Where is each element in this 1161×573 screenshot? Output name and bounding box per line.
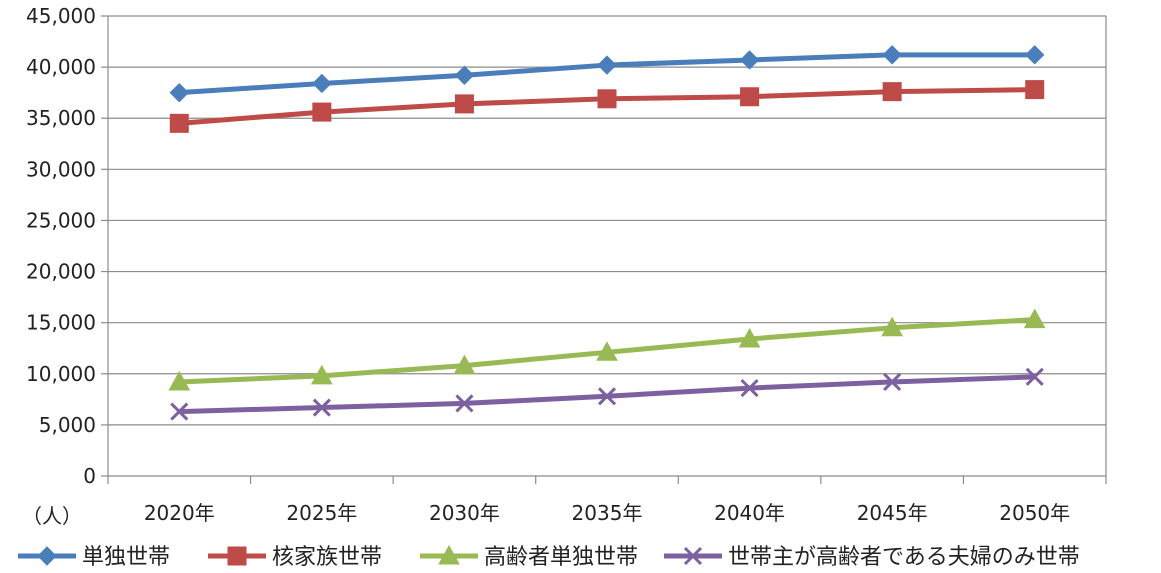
y-tick-label: 20,000 <box>26 260 96 284</box>
x-stroke <box>597 387 617 406</box>
legend-label: 単独世帯 <box>82 545 170 570</box>
data-point <box>597 89 617 109</box>
legend-marker <box>37 546 57 566</box>
series-3 <box>168 308 1046 391</box>
y-tick-label: 0 <box>83 464 96 488</box>
legend-item-2: 核家族世帯 <box>208 545 382 570</box>
y-tick-label: 40,000 <box>26 55 96 79</box>
x-stroke <box>883 372 902 392</box>
x-tick-label: 2020年 <box>144 501 215 525</box>
data-point <box>1025 45 1045 65</box>
data-point <box>454 65 475 85</box>
data-point <box>1025 80 1045 100</box>
x-stroke <box>740 379 759 398</box>
x-tick-label: 2030年 <box>429 501 500 525</box>
data-point <box>454 94 474 114</box>
legend-marker <box>438 544 460 565</box>
data-point <box>882 45 902 65</box>
data-point <box>455 394 474 413</box>
data-point <box>883 372 902 392</box>
data-point <box>881 316 903 337</box>
data-point <box>312 398 331 417</box>
y-tick-label: 35,000 <box>26 106 96 130</box>
legend-label: 世帯主が高齢者である夫婦のみ世帯 <box>728 545 1080 570</box>
series-1 <box>169 45 1045 103</box>
x-stroke <box>683 546 703 566</box>
gridlines <box>108 15 1106 426</box>
y-unit-label: （人） <box>22 504 82 528</box>
y-tick-label: 45,000 <box>26 4 96 28</box>
series-2 <box>169 80 1045 133</box>
series-4 <box>170 367 1044 421</box>
axes <box>101 15 1107 484</box>
data-point <box>738 327 761 348</box>
data-point <box>597 387 617 406</box>
x-stroke <box>312 398 331 417</box>
legend: 単独世帯 核家族世帯 高齢者単独世帯 世帯主が高齢者である夫婦のみ世帯 <box>18 544 1080 570</box>
legend-label: 高齢者単独世帯 <box>484 545 638 570</box>
data-point <box>1023 308 1046 329</box>
data-point <box>312 73 332 94</box>
data-point <box>1025 367 1044 386</box>
legend-item-1: 単独世帯 <box>18 545 170 570</box>
y-tick-label: 5,000 <box>39 413 96 437</box>
data-point <box>169 82 189 103</box>
x-stroke <box>1025 367 1044 386</box>
x-tick-label: 2050年 <box>999 501 1070 525</box>
legend-marker <box>227 546 247 566</box>
y-tick-label: 15,000 <box>26 311 96 335</box>
legend-item-3: 高齢者単独世帯 <box>420 544 638 570</box>
data-point <box>739 50 760 70</box>
data-point <box>882 82 902 102</box>
data-point <box>740 87 760 107</box>
y-tick-label: 25,000 <box>26 208 96 232</box>
x-tick-label: 2025年 <box>286 501 357 525</box>
data-point <box>311 364 333 385</box>
data-point <box>312 102 332 122</box>
data-point <box>168 370 191 391</box>
data-point <box>740 379 759 398</box>
y-tick-label: 30,000 <box>26 157 96 181</box>
data-point <box>170 402 189 421</box>
data-point <box>596 341 618 361</box>
legend-item-4: 世帯主が高齢者である夫婦のみ世帯 <box>664 545 1080 570</box>
y-tick-label: 10,000 <box>26 362 96 386</box>
x-tick-label: 2035年 <box>572 501 643 525</box>
data-point <box>597 55 617 75</box>
data-point <box>169 113 189 133</box>
legend-marker <box>683 546 703 566</box>
legend-label: 核家族世帯 <box>272 545 382 570</box>
x-tick-label: 2040年 <box>714 501 785 525</box>
tick-labels: 0 5,000 10,000 15,000 20,000 25,000 30,000 35,0… <box>26 4 1070 525</box>
x-tick-label: 2045年 <box>857 501 928 525</box>
x-stroke <box>170 402 189 421</box>
data-point <box>453 354 476 375</box>
series-group <box>168 45 1046 421</box>
x-stroke <box>455 394 474 413</box>
